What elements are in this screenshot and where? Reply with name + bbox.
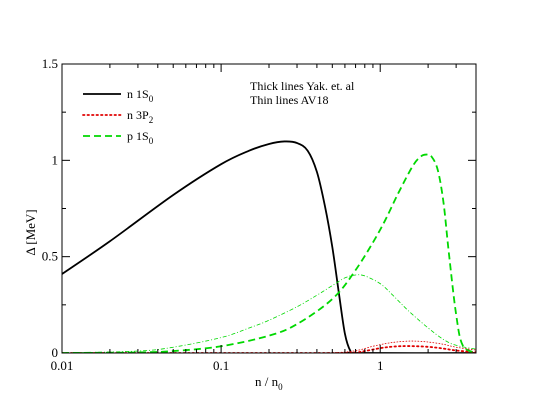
x-tick-label: 0.01 (51, 358, 74, 373)
x-axis-label-main: n / n (255, 374, 279, 389)
legend-label-main: n 3P (127, 108, 149, 122)
y-axis-label: Δ [MeV] (23, 209, 38, 255)
legend-label: p 1S0 (127, 129, 154, 146)
legend-label-subscript: 0 (149, 94, 154, 104)
annotations: Thick lines Yak. et. al Thin lines AV18 (250, 79, 355, 107)
x-tick-label: 0.1 (213, 358, 229, 373)
annotation-thick-lines: Thick lines Yak. et. al (250, 79, 355, 93)
legend-label-main: n 1S (127, 87, 149, 101)
legend-label-main: p 1S (127, 129, 149, 143)
series-line-p-1s0-thin (62, 274, 476, 353)
series-line-n-1s0-thick (62, 140, 476, 353)
legend-label-subscript: 2 (149, 115, 154, 125)
x-tick-label: 1 (377, 358, 384, 373)
plot-frame (61, 63, 477, 354)
x-axis-label: n / n0 (255, 374, 283, 392)
series-line-n-3p2-thick (62, 345, 476, 353)
x-axis-label-subscript: 0 (278, 382, 283, 392)
legend-label: n 3P2 (127, 108, 153, 125)
y-tick-label: 1 (52, 152, 59, 167)
legend-item: n 3P2 (82, 108, 153, 125)
y-tick-label: 1.5 (42, 56, 58, 71)
legend-item: n 1S0 (83, 87, 154, 104)
annotation-thin-lines: Thin lines AV18 (250, 93, 328, 107)
legend-label-subscript: 0 (149, 136, 154, 146)
series-line-p-1s0-thick (62, 153, 476, 353)
y-tick-label: 0 (52, 345, 59, 360)
legend-item: p 1S0 (83, 129, 154, 146)
y-tick-label: 0.5 (42, 249, 58, 264)
legend-label: n 1S0 (127, 87, 154, 104)
